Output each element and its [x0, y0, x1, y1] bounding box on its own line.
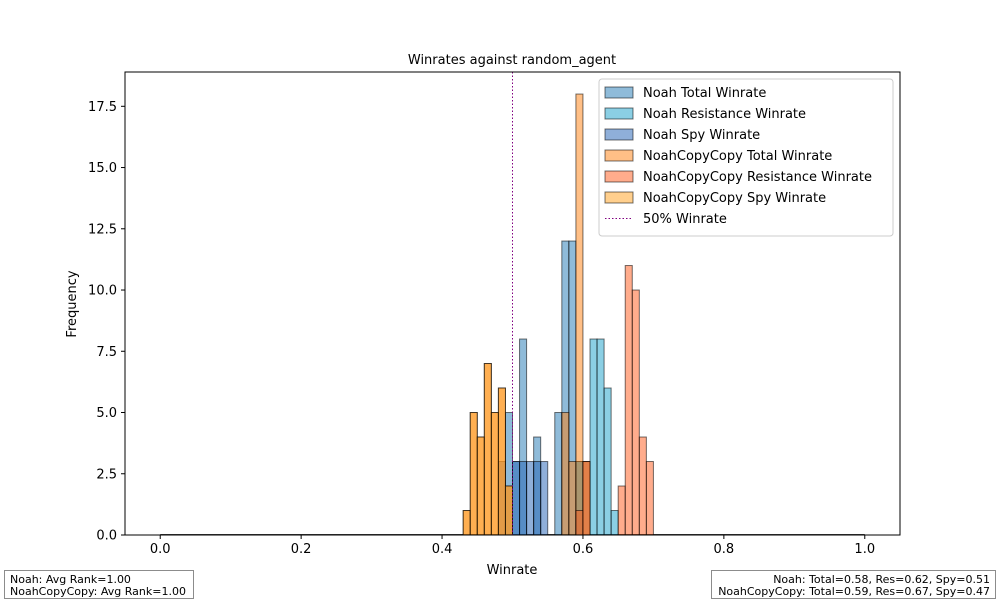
histogram-bar [476, 436, 485, 536]
x-tick-label: 1.0 [854, 542, 875, 557]
legend-swatch [604, 149, 634, 162]
histogram-bar [631, 289, 640, 536]
histogram-bar [497, 387, 506, 536]
mean-winrate-line-noah: Noah: Total=0.58, Res=0.62, Spy=0.51 [773, 573, 990, 586]
y-tick-label: 15.0 [88, 161, 117, 176]
legend-label: Noah Resistance Winrate [643, 107, 806, 122]
histogram-bar [526, 461, 535, 536]
y-axis-label: Frequency [65, 270, 80, 337]
histogram-bar [582, 461, 591, 536]
histogram-bar [490, 412, 499, 536]
histogram-bar [533, 461, 542, 536]
y-tick-label: 17.5 [88, 100, 117, 115]
plot-area: 0.0 0.2 0.4 0.6 0.8 1.0 0.0 2.5 5.0 7.5 10.0 12.5 15… [88, 71, 901, 557]
x-tick-label: 0.6 [573, 542, 594, 557]
mean-winrate-line-noahcopycopy: NoahCopyCopy: Total=0.59, Res=0.67, Spy=… [718, 585, 990, 598]
histogram-bar [504, 485, 514, 536]
histogram-bar [645, 461, 654, 536]
histogram-bar [603, 387, 612, 536]
legend-swatch [604, 86, 634, 99]
legend-label: Noah Spy Winrate [643, 128, 760, 143]
legend-swatch [604, 107, 634, 120]
histogram-bar [483, 363, 492, 536]
y-tick-label: 5.0 [96, 406, 117, 421]
mean-winrate-box: Noah: Total=0.58, Res=0.62, Spy=0.51 Noa… [711, 570, 996, 599]
y-tick-label: 7.5 [96, 345, 117, 360]
x-tick-label: 0.8 [714, 542, 735, 557]
legend-label: NoahCopyCopy Spy Winrate [643, 191, 826, 206]
histogram-bar [469, 412, 478, 536]
y-tick-label: 2.5 [96, 467, 117, 482]
histogram-bar [575, 93, 584, 536]
histogram-bar [512, 461, 521, 536]
histogram-bar [540, 461, 549, 536]
histogram-bar [589, 338, 598, 536]
histogram-bar [519, 461, 528, 536]
x-tick-label: 0.4 [432, 542, 453, 557]
avg-rank-box: Noah: Avg Rank=1.00 NoahCopyCopy: Avg Ra… [4, 570, 194, 599]
avg-rank-line-noah: Noah: Avg Rank=1.00 [10, 573, 131, 586]
legend-swatch [604, 191, 634, 204]
histogram-bar [575, 510, 584, 536]
histogram-bar [568, 461, 577, 536]
histogram-bar [462, 510, 471, 536]
y-tick-label: 12.5 [88, 222, 117, 237]
y-tick-label: 10.0 [88, 284, 117, 299]
histogram-bar [554, 412, 563, 536]
histogram-bar [610, 510, 619, 536]
x-tick-label: 0.0 [150, 542, 171, 557]
legend-label: NoahCopyCopy Total Winrate [643, 149, 832, 164]
chart-title: Winrates against random_agent [408, 53, 616, 68]
avg-rank-line-noahcopycopy: NoahCopyCopy: Avg Rank=1.00 [10, 585, 186, 598]
legend-label: NoahCopyCopy Resistance Winrate [643, 170, 872, 185]
axes-frame [124, 71, 901, 536]
x-tick-label: 0.2 [291, 542, 312, 557]
legend-label: 50% Winrate [643, 212, 727, 227]
x-axis-label: Winrate [487, 563, 538, 578]
histogram-bar [617, 485, 626, 536]
histogram-bar [561, 412, 570, 536]
y-tick-label: 0.0 [96, 529, 117, 544]
legend-swatch [604, 170, 634, 183]
histogram-bar [596, 338, 605, 536]
legend-label: Noah Total Winrate [643, 86, 766, 101]
histogram-bar [638, 436, 647, 536]
legend: Noah Total Winrate Noah Resistance Winrat… [598, 78, 894, 237]
legend-box [598, 78, 894, 237]
legend-swatch [604, 128, 634, 141]
histogram-bar [624, 265, 633, 536]
